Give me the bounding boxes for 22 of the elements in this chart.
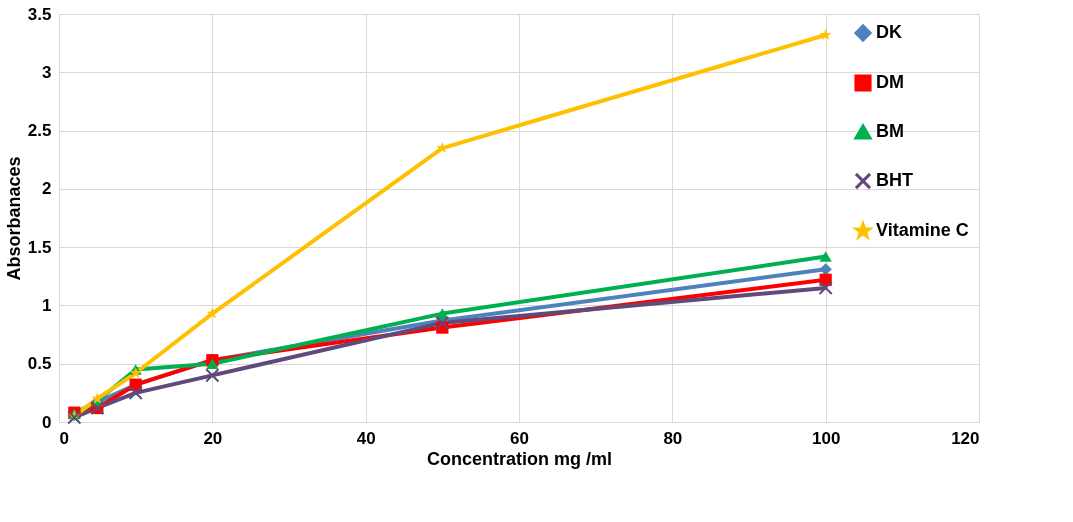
legend-label: Vitamine C <box>876 220 969 240</box>
y-axis-title: Absorbanaces <box>3 156 24 281</box>
y-tick-label: 3 <box>42 62 52 82</box>
legend-label: BHT <box>876 170 913 190</box>
y-tick-label: 1 <box>42 295 52 315</box>
y-tick-label: 2.5 <box>27 121 52 141</box>
x-tick-label: 80 <box>663 428 683 448</box>
x-tick-label: 40 <box>356 428 376 448</box>
y-tick-label: 1.5 <box>27 237 52 257</box>
x-axis-title: Concentration mg /ml <box>426 448 613 469</box>
x-tick-label: 20 <box>203 428 223 448</box>
y-tick-label: 0.5 <box>27 354 52 374</box>
y-tick-label: 3.5 <box>27 4 52 24</box>
legend-label: DK <box>876 22 902 42</box>
y-tick-label: 2 <box>42 179 52 199</box>
x-tick-label: 60 <box>510 428 529 448</box>
legend-label: DM <box>876 72 904 92</box>
legend-label: BM <box>876 121 904 141</box>
x-tick-label: 120 <box>951 428 980 448</box>
x-tick-label: 100 <box>811 428 841 448</box>
y-tick-label: 0 <box>42 412 52 432</box>
x-tick-label: 0 <box>59 428 69 448</box>
